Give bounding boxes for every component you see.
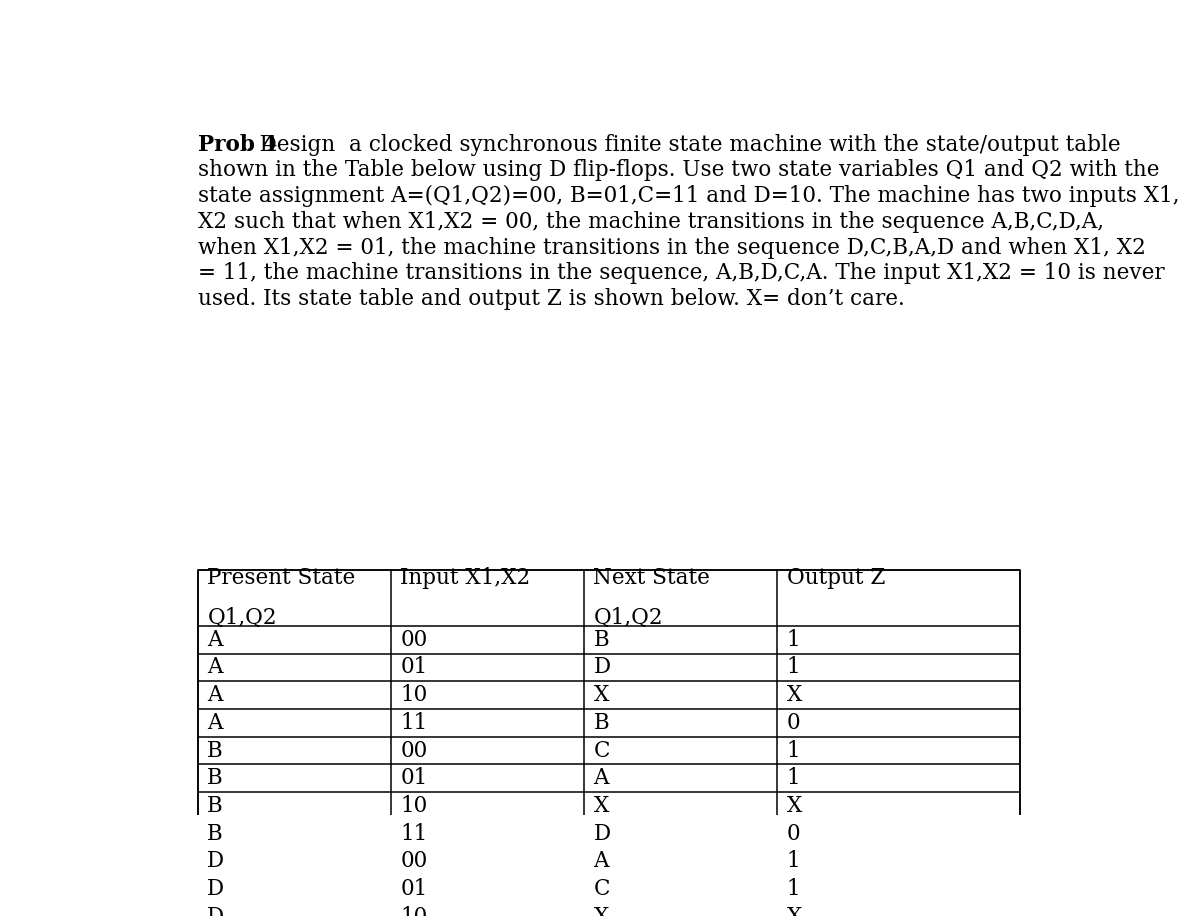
Text: X: X: [594, 684, 608, 706]
Text: X: X: [594, 795, 608, 817]
Text: X: X: [594, 906, 608, 916]
Text: B: B: [594, 712, 610, 734]
Text: 01: 01: [401, 878, 427, 900]
Text: 01: 01: [401, 768, 427, 790]
Text: . Design  a clocked synchronous finite state machine with the state/output table: . Design a clocked synchronous finite st…: [246, 134, 1121, 156]
Text: Present State: Present State: [208, 567, 355, 589]
Text: C: C: [594, 878, 610, 900]
Text: B: B: [208, 768, 223, 790]
Text: A: A: [208, 712, 223, 734]
Text: B: B: [208, 739, 223, 761]
Text: 1: 1: [786, 768, 800, 790]
Text: A: A: [208, 657, 223, 679]
Text: = 11, the machine transitions in the sequence, A,B,D,C,A. The input X1,X2 = 10 i: = 11, the machine transitions in the seq…: [198, 262, 1165, 284]
Text: X: X: [786, 684, 802, 706]
Text: 1: 1: [786, 739, 800, 761]
Text: A: A: [594, 768, 608, 790]
Text: C: C: [594, 739, 610, 761]
Text: A: A: [594, 850, 608, 872]
Text: B: B: [208, 823, 223, 845]
Text: Input X1,X2: Input X1,X2: [401, 567, 530, 589]
Text: 10: 10: [401, 906, 427, 916]
Text: 0: 0: [786, 712, 800, 734]
Text: 00: 00: [401, 850, 427, 872]
Text: 10: 10: [401, 684, 427, 706]
Text: B: B: [208, 795, 223, 817]
Text: Q1,Q2: Q1,Q2: [594, 607, 664, 629]
Text: Q1,Q2: Q1,Q2: [208, 607, 277, 629]
Text: when X1,X2 = 01, the machine transitions in the sequence D,C,B,A,D and when X1, : when X1,X2 = 01, the machine transitions…: [198, 236, 1146, 258]
Text: 1: 1: [786, 628, 800, 650]
Text: shown in the Table below using D flip-flops. Use two state variables Q1 and Q2 w: shown in the Table below using D flip-fl…: [198, 159, 1159, 181]
Text: D: D: [208, 906, 224, 916]
Text: Prob 4: Prob 4: [198, 134, 277, 156]
Text: state assignment A=(Q1,Q2)=00, B=01,C=11 and D=10. The machine has two inputs X1: state assignment A=(Q1,Q2)=00, B=01,C=11…: [198, 185, 1180, 207]
Text: D: D: [208, 850, 224, 872]
Text: B: B: [594, 628, 610, 650]
Text: X: X: [786, 906, 802, 916]
Text: X2 such that when X1,X2 = 00, the machine transitions in the sequence A,B,C,D,A,: X2 such that when X1,X2 = 00, the machin…: [198, 211, 1104, 233]
Text: Output Z: Output Z: [786, 567, 884, 589]
Text: Next State: Next State: [594, 567, 710, 589]
Text: 1: 1: [786, 850, 800, 872]
Text: 0: 0: [786, 823, 800, 845]
Text: 00: 00: [401, 739, 427, 761]
Text: 11: 11: [401, 712, 427, 734]
Text: 10: 10: [401, 795, 427, 817]
Text: used. Its state table and output Z is shown below. X= don’t care.: used. Its state table and output Z is sh…: [198, 288, 905, 310]
Text: 1: 1: [786, 657, 800, 679]
Text: D: D: [208, 878, 224, 900]
Text: 00: 00: [401, 628, 427, 650]
Text: D: D: [594, 823, 611, 845]
Bar: [198, 571, 1020, 916]
Text: A: A: [208, 684, 223, 706]
Text: 1: 1: [786, 878, 800, 900]
Text: 01: 01: [401, 657, 427, 679]
Text: A: A: [208, 628, 223, 650]
Text: X: X: [786, 795, 802, 817]
Text: D: D: [594, 657, 611, 679]
Text: 11: 11: [401, 823, 427, 845]
